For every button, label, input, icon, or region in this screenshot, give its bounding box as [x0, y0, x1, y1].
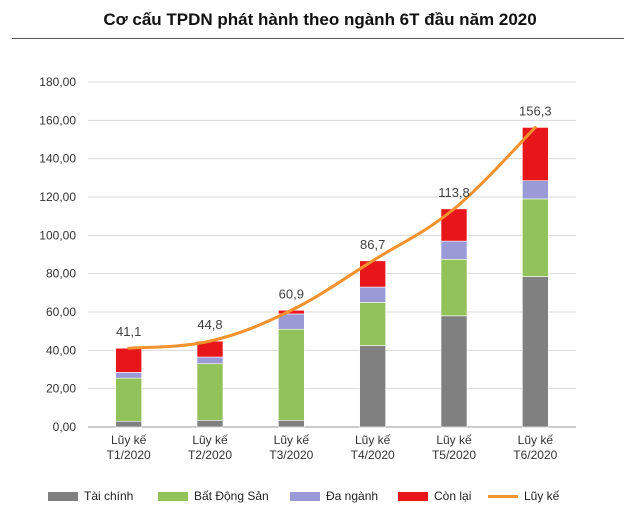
x-tick-label: T1/2020 [107, 448, 151, 462]
y-tick-label: 140,00 [39, 152, 76, 166]
x-tick-label: T5/2020 [432, 448, 476, 462]
y-tick-label: 160,00 [39, 113, 76, 127]
bar-segment-4 [115, 347, 142, 373]
x-tick-label: T4/2020 [351, 448, 395, 462]
bar-segment-3 [359, 286, 386, 303]
x-tick-label: T3/2020 [269, 448, 313, 462]
data-label: 156,3 [519, 103, 552, 118]
bar-segment-2 [196, 363, 224, 421]
bar-segment-2 [359, 302, 386, 346]
bar-segment-1 [522, 276, 549, 428]
y-tick-label: 180,00 [39, 75, 76, 89]
y-tick-label: 20,00 [46, 382, 76, 396]
legend-label-bat-dong-san: Bất Động Sản [194, 489, 269, 503]
y-tick-label: 40,00 [46, 343, 76, 357]
data-label: 86,7 [360, 237, 385, 252]
legend-item-con-lai: Còn lại [398, 486, 471, 506]
cumulative-line [127, 125, 537, 350]
legend-swatch-tai-chinh [48, 491, 78, 501]
y-tick-label: 60,00 [46, 305, 76, 319]
bar-segment-3 [115, 372, 142, 379]
bar-segment-1 [196, 419, 224, 428]
legend-label-tai-chinh: Tài chính [84, 489, 134, 503]
legend-swatch-bat-dong-san [158, 491, 188, 501]
bar-segment-2 [440, 258, 468, 317]
legend-item-bat-dong-san: Bất Động Sản [158, 486, 269, 506]
x-tick-label: Lũy kế [192, 433, 228, 447]
x-tick-label: T6/2020 [513, 448, 557, 462]
legend-item-tai-chinh: Tài chính [48, 486, 133, 506]
data-label: 41,1 [116, 324, 141, 339]
bar-segment-4 [440, 208, 468, 242]
data-label: 60,9 [279, 286, 304, 301]
y-tick-label: 120,00 [39, 190, 76, 204]
legend-swatch-con-lai [398, 491, 428, 501]
bar-segment-4 [359, 260, 386, 288]
legend-swatch-da-nganh [290, 491, 320, 501]
legend-label-da-nganh: Đa ngành [326, 489, 379, 503]
x-tick-label: Lũy kế [436, 433, 472, 447]
x-tick-label: Lũy kế [111, 433, 147, 447]
x-tick-label: Lũy kế [355, 433, 391, 447]
title-divider [12, 38, 624, 39]
x-tick-label: Lũy kế [518, 433, 554, 447]
bar-segment-3 [440, 240, 468, 260]
bar-segment-1 [359, 345, 386, 428]
bar-segment-3 [522, 180, 549, 200]
x-tick-label: T2/2020 [188, 448, 232, 462]
legend-label-luy-ke: Lũy kế [524, 489, 560, 503]
x-tick-label: Lũy kế [274, 433, 310, 447]
data-label: 44,8 [197, 317, 222, 332]
bar-segment-1 [440, 315, 468, 428]
stacked-bar-chart: 0,00 20,00 40,00 60,00 80,00 100,00 120,00 140,… [39, 75, 576, 462]
legend-label-con-lai: Còn lại [434, 489, 472, 503]
y-tick-label: 0,00 [53, 420, 77, 434]
legend-swatch-luy-ke [488, 494, 518, 498]
bar-segment-1 [278, 419, 305, 428]
legend-item-luy-ke: Lũy kế [488, 486, 559, 506]
bar-segment-2 [115, 377, 142, 422]
bar-segment-1 [115, 420, 142, 428]
y-tick-label: 80,00 [46, 267, 76, 281]
y-tick-label: 100,00 [39, 228, 76, 242]
bar-segment-2 [278, 328, 305, 421]
chart-legend: Tài chính Bất Động Sản Đa ngành Còn lại … [0, 486, 640, 506]
chart-title: Cơ cấu TPDN phát hành theo ngành 6T đầu … [103, 10, 537, 29]
bar-segment-2 [522, 198, 549, 277]
bar-segment-3 [196, 356, 224, 365]
data-label: 113,8 [438, 185, 470, 200]
legend-item-da-nganh: Đa ngành [290, 486, 378, 506]
